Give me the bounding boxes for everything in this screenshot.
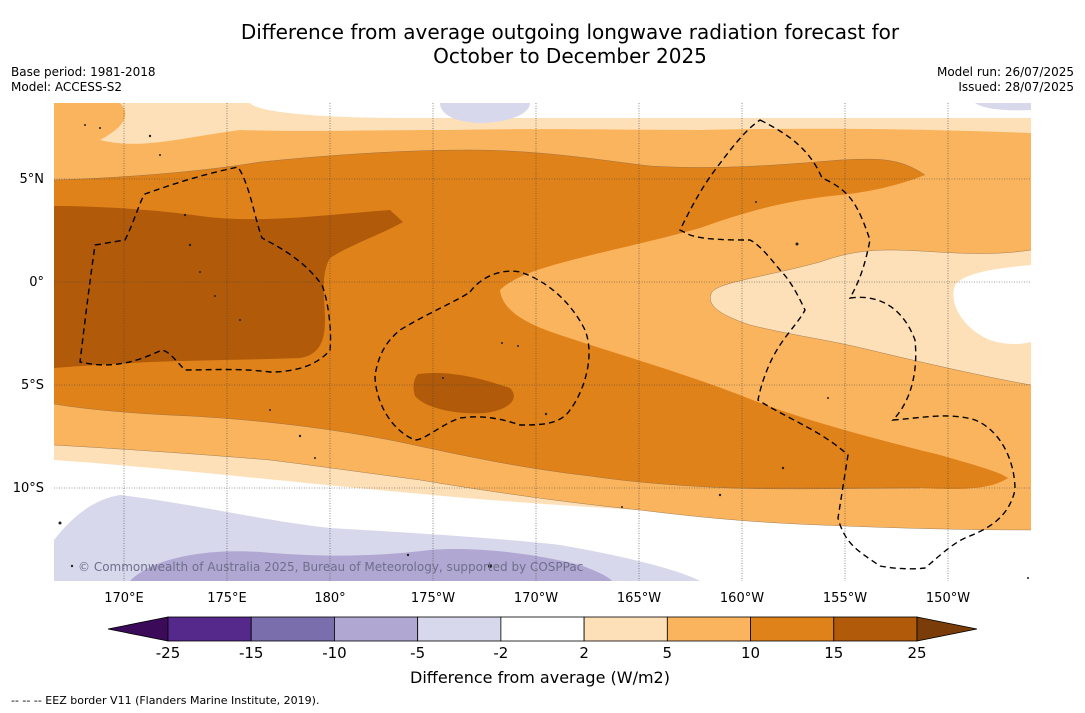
band-neutral-east — [953, 265, 1031, 345]
meta-right: Model run: 26/07/2025 Issued: 28/07/2025 — [937, 65, 1074, 95]
copyright-notice: © Commonwealth of Australia 2025, Bureau… — [78, 560, 583, 574]
eez-borders — [79, 119, 1016, 570]
colorbar-tick-label: -5 — [410, 644, 425, 662]
lat-label-0: 0° — [29, 275, 44, 290]
colorbar-tick-label: 5 — [663, 644, 673, 662]
lon-label-175w: 175°W — [411, 591, 455, 606]
meta-left: Base period: 1981-2018 Model: ACCESS-S2 — [11, 65, 156, 95]
lon-label-165w: 165°W — [617, 591, 661, 606]
band-neutral-north — [54, 103, 1031, 118]
colorbar-label: Difference from average (W/m2) — [410, 668, 670, 687]
lon-label-170e: 170°E — [104, 591, 144, 606]
title-line-2: October to December 2025 — [433, 44, 707, 68]
colorbar-cell — [250, 616, 335, 642]
colorbar: -25 -15 -10 -5 -2 2 5 10 15 25 — [107, 616, 978, 662]
map-plot-area: © Commonwealth of Australia 2025, Bureau… — [54, 103, 1031, 581]
colorbar-cell — [666, 616, 751, 642]
band-negative-2-5-north — [440, 103, 530, 123]
base-period: Base period: 1981-2018 — [11, 65, 156, 79]
colorbar-cell — [500, 616, 585, 642]
graticule — [54, 103, 1031, 581]
colorbar-tick-label: -25 — [156, 644, 181, 662]
title-line-1: Difference from average outgoing longwav… — [240, 20, 900, 44]
colorbar-tick-label: 10 — [741, 644, 760, 662]
colorbar-tick-label: 25 — [907, 644, 926, 662]
colorbar-tick-label: -2 — [493, 644, 508, 662]
lon-label-160w: 160°W — [720, 591, 764, 606]
colorbar-tick-label: 2 — [579, 644, 589, 662]
colorbar-cell — [750, 616, 835, 642]
contour-lines — [54, 149, 1031, 531]
lat-label-10s: 10°S — [13, 481, 44, 496]
band-negative-2-5-ne — [975, 103, 1031, 111]
colorbar-under-arrow — [107, 616, 169, 642]
lon-label-180: 180° — [314, 591, 345, 606]
colorbar-tick-label: 15 — [824, 644, 843, 662]
band-15-25-central — [413, 372, 514, 414]
issued-date: Issued: 28/07/2025 — [958, 80, 1074, 94]
colorbar-cell — [583, 616, 668, 642]
model-run-date: Model run: 26/07/2025 — [936, 65, 1074, 79]
band-negative-5-10 — [130, 549, 612, 581]
colorbar-cell — [334, 616, 419, 642]
longitude-labels: 170°E 175°E 180° 175°W 170°W 165°W 160°W… — [104, 591, 970, 606]
lon-label-155w: 155°W — [823, 591, 867, 606]
colorbar-cell — [167, 616, 252, 642]
eez-legend-note: -- -- -- EEZ border V11 (Flanders Marine… — [11, 694, 320, 707]
model-name: Model: ACCESS-S2 — [11, 80, 123, 94]
lon-label-150w: 150°W — [926, 591, 970, 606]
colorbar-tick-labels: -25 -15 -10 -5 -2 2 5 10 15 25 — [156, 644, 927, 662]
colorbar-cells — [167, 616, 918, 642]
lon-label-170w: 170°W — [514, 591, 558, 606]
colorbar-cell — [833, 616, 918, 642]
lat-label-5n: 5°N — [20, 172, 45, 187]
colorbar-tick-label: -10 — [322, 644, 347, 662]
colorbar-over-arrow — [916, 616, 978, 642]
band-15-25-west — [54, 206, 403, 368]
latitude-labels: 5°N 0° 5°S 10°S — [13, 172, 44, 496]
islands — [58, 124, 1029, 579]
colorbar-tick-label: -15 — [239, 644, 264, 662]
lon-label-175e: 175°E — [207, 591, 247, 606]
lat-label-5s: 5°S — [21, 378, 44, 393]
map-title: Difference from average outgoing longwav… — [170, 20, 970, 68]
colorbar-cell — [417, 616, 502, 642]
